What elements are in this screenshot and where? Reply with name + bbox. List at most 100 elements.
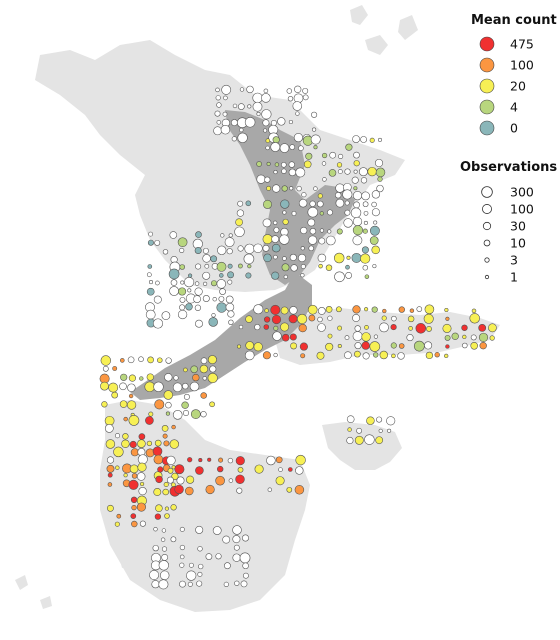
legend-mean-count-label: 20	[510, 79, 526, 94]
legend-observations-item: 100	[482, 202, 534, 217]
observation-marker	[235, 218, 243, 227]
observation-marker	[294, 85, 302, 93]
observation-marker	[247, 104, 252, 109]
observation-marker	[469, 313, 480, 324]
observation-marker	[209, 365, 217, 373]
legend-observations-item: 30	[482, 219, 526, 234]
observation-marker	[325, 235, 336, 246]
observation-marker	[107, 472, 113, 478]
observation-marker	[203, 281, 208, 287]
observation-marker	[415, 323, 427, 334]
observation-marker	[155, 504, 163, 512]
observation-marker	[275, 456, 283, 464]
observation-marker	[220, 233, 225, 238]
observation-marker	[179, 296, 186, 303]
observation-marker	[100, 355, 111, 366]
observation-marker	[377, 176, 383, 182]
observation-marker	[252, 101, 263, 112]
legend-size-swatch	[484, 274, 490, 280]
observation-marker	[205, 553, 213, 560]
observation-marker	[379, 322, 389, 333]
observation-marker	[169, 439, 180, 449]
observation-marker	[195, 263, 202, 270]
observation-marker	[112, 366, 118, 371]
observation-marker	[391, 315, 397, 322]
observation-marker	[271, 235, 280, 243]
legend-color-swatch	[479, 57, 495, 73]
southeast-island	[322, 422, 402, 470]
observation-marker	[345, 271, 353, 279]
observation-marker	[279, 143, 290, 153]
observation-marker	[295, 167, 306, 178]
observation-marker	[327, 315, 333, 321]
observation-marker	[107, 482, 113, 487]
observation-marker	[353, 201, 360, 209]
observation-marker	[478, 324, 487, 332]
observation-marker	[157, 466, 164, 473]
observation-marker	[361, 341, 370, 350]
observation-marker	[335, 183, 345, 193]
observation-marker	[202, 247, 209, 254]
observation-marker	[179, 247, 185, 253]
observation-marker	[317, 253, 327, 263]
observation-marker	[372, 264, 377, 269]
observation-marker	[300, 226, 308, 235]
observation-marker	[299, 342, 308, 351]
observation-marker	[245, 315, 253, 323]
observation-marker	[282, 256, 287, 261]
observation-marker	[195, 319, 203, 328]
observation-marker	[273, 325, 279, 331]
observation-marker	[111, 391, 119, 399]
observation-marker	[137, 454, 148, 465]
observation-marker	[232, 525, 242, 535]
observation-marker	[293, 133, 303, 143]
observation-marker	[369, 341, 381, 352]
observation-marker	[478, 332, 489, 342]
observation-marker	[219, 288, 226, 295]
observation-marker	[354, 350, 361, 358]
observation-marker	[318, 237, 326, 245]
observation-marker	[262, 234, 273, 245]
observation-marker	[325, 264, 333, 271]
observation-marker	[353, 151, 360, 159]
observation-marker	[282, 218, 289, 225]
observation-marker	[371, 208, 380, 217]
observation-marker	[148, 411, 154, 417]
observation-marker	[213, 126, 222, 136]
observation-marker	[270, 304, 281, 315]
observation-marker	[154, 513, 162, 520]
observation-marker	[312, 127, 317, 132]
southern-island	[130, 272, 312, 400]
observation-marker	[179, 264, 185, 270]
observation-marker	[163, 481, 169, 488]
observation-marker	[119, 400, 128, 408]
observation-marker	[185, 303, 193, 311]
observation-marker	[187, 581, 193, 587]
observation-marker	[344, 335, 350, 340]
observation-marker	[272, 184, 281, 193]
observation-marker	[148, 280, 154, 285]
observation-marker	[335, 192, 342, 199]
observation-marker	[282, 210, 287, 215]
eastern-peninsula	[275, 308, 500, 365]
observation-marker	[263, 316, 271, 323]
observation-marker	[358, 167, 368, 177]
observation-marker	[256, 111, 261, 116]
observation-marker	[373, 352, 379, 358]
observation-marker	[233, 544, 240, 551]
legend-mean-count-item: 475	[479, 37, 534, 52]
observation-marker	[307, 206, 319, 218]
observation-marker	[192, 373, 200, 382]
observation-marker	[237, 103, 245, 110]
observation-marker	[162, 433, 168, 439]
observation-marker	[317, 307, 326, 315]
observation-marker	[200, 357, 208, 364]
observation-marker	[295, 454, 306, 466]
observation-marker	[300, 264, 306, 269]
observation-marker	[367, 166, 377, 177]
observation-marker	[116, 513, 122, 519]
legend-mean-count-item: 20	[479, 79, 526, 94]
observation-marker	[281, 263, 290, 272]
observation-marker	[298, 198, 308, 208]
observation-marker	[317, 316, 323, 323]
